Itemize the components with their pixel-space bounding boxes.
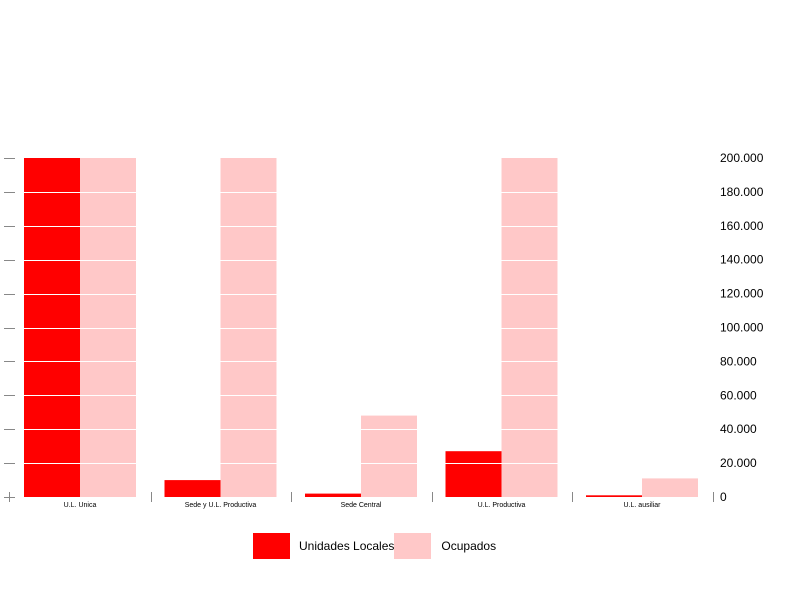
bars [24, 158, 698, 497]
y-tick-label: 200.000 [720, 151, 764, 165]
bar-ocupados-3 [501, 158, 558, 497]
y-tick-label: 60.000 [720, 388, 757, 402]
bar-unidades-locales-0 [24, 158, 80, 497]
y-tick-label: 180.000 [720, 185, 764, 199]
y-tick-label: 20.000 [720, 456, 757, 470]
bar-ocupados-2 [361, 415, 417, 497]
y-tick-label: 160.000 [720, 219, 764, 233]
y-tick-label: 120.000 [720, 287, 764, 301]
legend-label-ocupados: Ocupados [441, 539, 497, 553]
legend-item-unidades-locales: Unidades Locales [253, 533, 394, 559]
bar-unidades-locales-2 [305, 493, 361, 497]
bar-ocupados-1 [220, 158, 277, 497]
legend-swatch-unidades-locales [253, 533, 290, 559]
bar-ocupados-0 [80, 158, 136, 497]
category-label: Sede Central [341, 502, 382, 509]
y-tick-label: 40.000 [720, 422, 757, 436]
legend-label-unidades-locales: Unidades Locales [299, 539, 395, 553]
category-labels: U.L. Unica Sede y U.L. Productiva Sede Cen… [64, 502, 661, 509]
category-label: U.L. ausiliar [624, 502, 662, 509]
legend-swatch-ocupados [394, 533, 432, 559]
y-axis-labels: 0 20.000 40.000 60.000 80.000 100.000 120.000 1… [720, 151, 764, 504]
x-axis-ticks [151, 492, 714, 502]
y-tick-label: 80.000 [720, 354, 757, 368]
bar-unidades-locales-4 [586, 495, 642, 497]
y-tick-label: 100.000 [720, 321, 764, 335]
bar-unidades-locales-1 [164, 480, 221, 497]
category-label: U.L. Productiva [478, 502, 526, 509]
bar-ocupados-4 [642, 478, 698, 497]
y-tick-label: 0 [720, 490, 727, 504]
legend: Unidades Locales Ocupados [253, 533, 496, 559]
legend-item-ocupados: Ocupados [394, 533, 496, 559]
category-label: Sede y U.L. Productiva [185, 502, 257, 509]
left-axis-ticks [4, 158, 15, 502]
category-label: U.L. Unica [64, 502, 97, 509]
y-tick-label: 140.000 [720, 253, 764, 267]
bar-unidades-locales-3 [445, 451, 502, 497]
gridlines [18, 192, 700, 464]
